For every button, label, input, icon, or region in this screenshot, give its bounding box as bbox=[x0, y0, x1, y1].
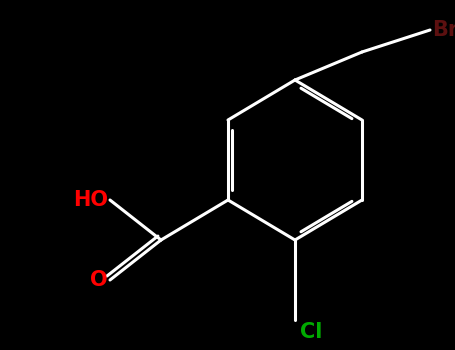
Text: HO: HO bbox=[73, 190, 108, 210]
Text: Br: Br bbox=[432, 20, 455, 40]
Text: O: O bbox=[91, 270, 108, 290]
Text: Cl: Cl bbox=[300, 322, 323, 342]
